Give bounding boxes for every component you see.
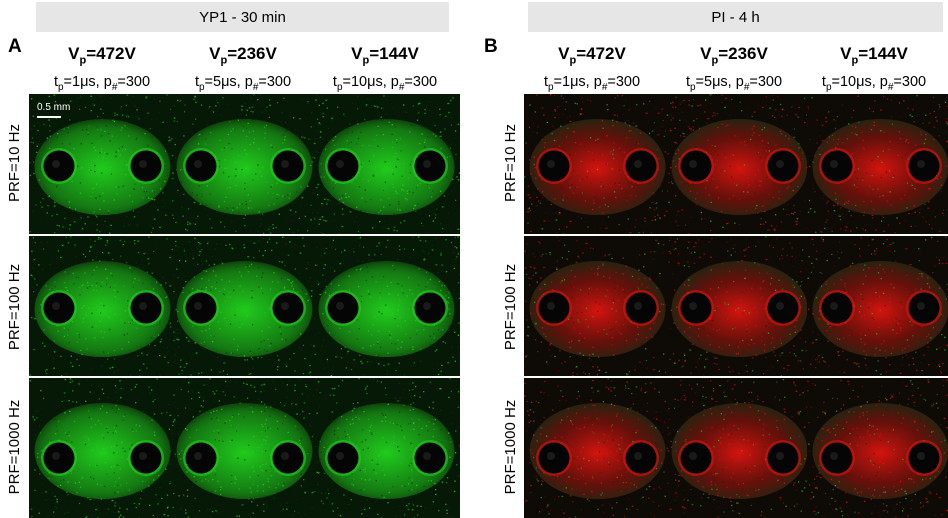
voltage-label: Vp=144V (310, 44, 460, 70)
scale-bar-label: 0.5 mm (37, 102, 70, 113)
voltage-label: Vp=144V (799, 44, 948, 70)
panel-a-col-header: Vp=236V tp=5μs, p#=300 (168, 44, 318, 98)
scale-bar: 0.5 mm (37, 102, 70, 118)
panel-a-row-label: PRF=10 Hz (5, 93, 25, 233)
panel-a-col-header: Vp=144V tp=10μs, p#=300 (310, 44, 460, 98)
panel-b-row-label: PRF=100 Hz (501, 237, 521, 377)
panel-b-col-header: Vp=236V tp=5μs, p#=300 (659, 44, 809, 98)
voltage-label: Vp=236V (168, 44, 318, 70)
panel-a-row-label: PRF=100 Hz (5, 237, 25, 377)
panel-b-banner-text: PI - 4 h (711, 9, 759, 26)
micrograph-red-r1-c2 (666, 94, 813, 234)
panel-a-banner-text: YP1 - 30 min (199, 9, 286, 26)
micrograph-red-r1-c1 (524, 94, 671, 234)
voltage-label: Vp=236V (659, 44, 809, 70)
micrograph-red-r3-c2 (666, 378, 813, 518)
panel-a-banner: YP1 - 30 min (36, 2, 449, 32)
micrograph-red-r3-c3 (807, 378, 948, 518)
panel-b-letter: B (484, 36, 498, 58)
panel-b-row-label: PRF=10 Hz (501, 93, 521, 233)
micrograph-green-r1-c2 (171, 94, 318, 234)
panel-b-col-header: Vp=472V tp=1μs, p#=300 (517, 44, 667, 98)
voltage-label: Vp=472V (27, 44, 177, 70)
micrograph-green-r1-c3 (313, 94, 460, 234)
panel-b-banner: PI - 4 h (528, 2, 943, 32)
micrograph-green-r2-c1 (29, 236, 176, 376)
micrograph-green-r2-c3 (313, 236, 460, 376)
panel-b-col-header: Vp=144V tp=10μs, p#=300 (799, 44, 948, 98)
micrograph-green-r3-c1 (29, 378, 176, 518)
micrograph-red-r2-c3 (807, 236, 948, 376)
micrograph-red-r1-c3 (807, 94, 948, 234)
voltage-label: Vp=472V (517, 44, 667, 70)
micrograph-green-r2-c2 (171, 236, 318, 376)
panel-a-col-header: Vp=472V tp=1μs, p#=300 (27, 44, 177, 98)
micrograph-green-r3-c2 (171, 378, 318, 518)
panel-a-row-label: PRF=1000 Hz (5, 377, 25, 517)
micrograph-red-r3-c1 (524, 378, 671, 518)
micrograph-red-r2-c2 (666, 236, 813, 376)
panel-b-row-label: PRF=1000 Hz (501, 377, 521, 517)
micrograph-green-r3-c3 (313, 378, 460, 518)
scale-bar-line (37, 116, 61, 118)
panel-a-letter: A (8, 36, 22, 58)
micrograph-red-r2-c1 (524, 236, 671, 376)
